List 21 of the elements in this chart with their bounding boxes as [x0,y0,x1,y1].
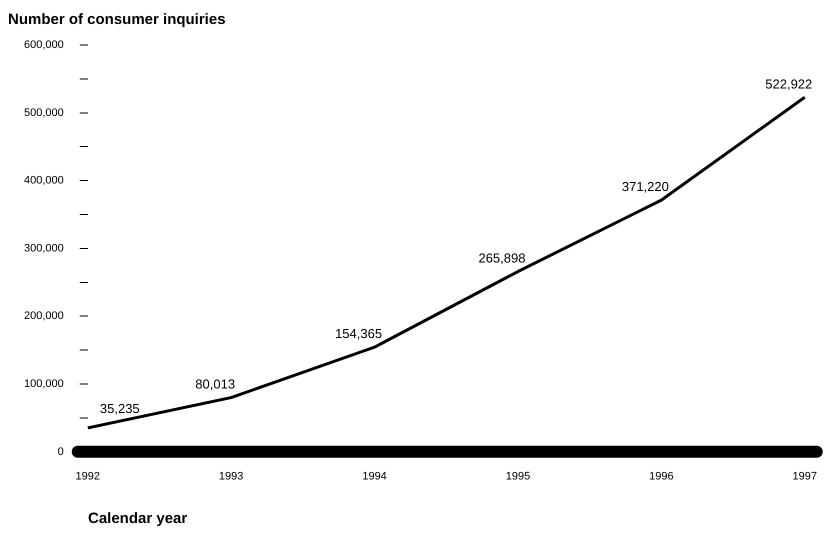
y-tick-label: 600,000 [24,39,64,52]
x-tick-label: 1993 [218,470,244,482]
x-axis-title: Calendar year [88,510,188,527]
data-label: 522,922 [765,76,812,92]
data-label: 371,220 [622,179,669,194]
data-label: 35,235 [100,400,140,416]
x-tick-label: 1997 [792,470,818,482]
y-tick-label: 500,000 [24,106,64,119]
y-tick-label: 100,000 [24,378,64,390]
y-tick-label: 200,000 [24,310,64,322]
x-tick-label: 1995 [506,470,530,482]
data-label: 154,365 [335,326,382,342]
data-label: 80,013 [195,376,236,392]
x-tick-label: 1996 [649,470,674,482]
y-tick-label: 300,000 [24,242,64,254]
y-tick-label: 0 [58,446,64,458]
data-label: 265,898 [478,250,526,266]
chart-title: Number of consumer inquiries [8,11,226,28]
x-tick-label: 1992 [76,470,100,482]
y-tick-label: 400,000 [24,174,64,187]
x-tick-label: 1994 [362,470,387,482]
